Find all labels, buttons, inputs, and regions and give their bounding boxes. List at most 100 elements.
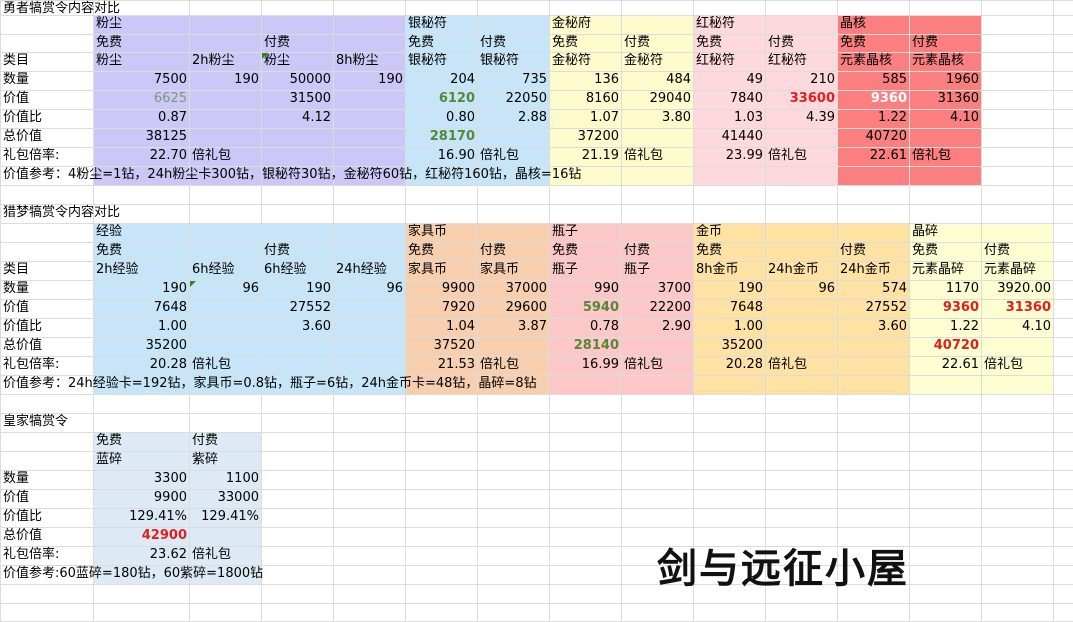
item-label: 银秘符 [408, 53, 448, 68]
item-label: 元素晶碎 [912, 262, 965, 277]
total-value: 28140 [573, 338, 619, 353]
multiplier-unit: 倍礼包 [480, 148, 520, 163]
free-label: 免费 [96, 243, 123, 258]
multiplier-unit: 倍礼包 [624, 148, 664, 163]
section1-title: 勇者犒赏令内容对比 [3, 1, 121, 16]
row-label: 价值比 [3, 319, 43, 334]
total-value: 40720 [933, 338, 979, 353]
multiplier-unit: 倍礼包 [768, 357, 808, 372]
item-label: 8h金币 [696, 262, 739, 277]
total-value: 35200 [145, 338, 187, 353]
section2-coin-bg [693, 223, 909, 394]
item-label: 红秘符 [696, 53, 736, 68]
group-label: 红秘符 [696, 16, 736, 31]
value-cell: 31360 [1005, 300, 1051, 315]
qty-value: 1960 [945, 72, 979, 87]
item-label: 6h经验 [264, 262, 307, 277]
value-cell: 9360 [942, 300, 979, 315]
ratio-value: 1.07 [590, 110, 619, 125]
qty-value: 49 [746, 72, 763, 87]
qty-value: 7500 [153, 72, 187, 87]
free-label: 免费 [552, 35, 579, 50]
row-label: 类目 [3, 262, 30, 277]
item-label: 元素晶核 [912, 53, 965, 68]
ratio-value: 4.39 [806, 110, 835, 125]
group-label: 晶核 [840, 16, 867, 31]
value-cell: 6120 [438, 91, 475, 106]
group-label: 晶碎 [912, 224, 939, 239]
free-label: 免费 [552, 243, 579, 258]
value-cell: 27552 [289, 300, 331, 315]
multiplier-value: 20.28 [149, 357, 187, 372]
row-label: 总价值 [3, 338, 43, 353]
qty-value: 585 [882, 72, 907, 87]
qty-value: 3920.00 [997, 281, 1051, 296]
value-cell: 31500 [289, 91, 331, 106]
row-label: 数量 [3, 72, 30, 87]
total-value: 37520 [433, 338, 475, 353]
multiplier-unit: 倍礼包 [192, 357, 232, 372]
multiplier-unit: 倍礼包 [912, 148, 952, 163]
total-value: 41440 [721, 129, 763, 144]
row-label: 价值 [3, 300, 30, 315]
value-cell: 5940 [582, 300, 619, 315]
qty-value: 210 [810, 72, 835, 87]
qty-value: 1170 [945, 281, 979, 296]
watermark-title: 剑与远征小屋 [657, 546, 909, 592]
multiplier-unit: 倍礼包 [768, 148, 808, 163]
value-cell: 9360 [870, 91, 907, 106]
item-label: 家具币 [408, 262, 448, 277]
value-cell: 6625 [153, 91, 187, 106]
paid-label: 付费 [912, 35, 939, 50]
paid-label: 付费 [624, 243, 651, 258]
ratio-value: 4.10 [1022, 319, 1051, 334]
ratio-value: 1.00 [158, 319, 187, 334]
total-value: 40720 [865, 129, 907, 144]
row-label: 礼包倍率: [3, 357, 60, 372]
ratio-value: 1.22 [950, 319, 979, 334]
row-label: 类目 [3, 53, 30, 68]
multiplier-unit: 倍礼包 [192, 547, 232, 562]
multiplier-value: 21.19 [581, 148, 619, 163]
qty-value: 96 [242, 281, 259, 296]
value-note: 价值参考：24h经验卡=192钻，家具币=0.8钻，瓶子=6钻，24h金币卡=4… [3, 376, 537, 391]
row-label: 礼包倍率: [3, 148, 60, 163]
row-label: 数量 [3, 471, 30, 486]
qty-value: 190 [738, 281, 763, 296]
comment-marker [190, 281, 196, 287]
item-label: 元素晶核 [840, 53, 893, 68]
value-cell: 29040 [649, 91, 691, 106]
qty-value: 190 [378, 72, 403, 87]
qty-value: 484 [666, 72, 691, 87]
multiplier-value: 20.28 [725, 357, 763, 372]
group-label: 粉尘 [96, 16, 123, 31]
paid-label: 付费 [624, 35, 651, 50]
item-label: 家具币 [480, 262, 520, 277]
item-label: 紫碎 [192, 452, 219, 467]
ratio-value: 2.88 [518, 110, 547, 125]
ratio-value: 0.87 [158, 110, 187, 125]
item-label: 粉尘 [96, 53, 123, 68]
value-cell: 29600 [505, 300, 547, 315]
ratio-value: 3.60 [302, 319, 331, 334]
free-label: 免费 [96, 35, 123, 50]
item-label: 8h粉尘 [336, 53, 379, 68]
value-cell: 22200 [649, 300, 691, 315]
section3-title: 皇家犒赏令 [3, 414, 69, 429]
qty-value: 3700 [657, 281, 691, 296]
group-label: 金秘府 [552, 16, 592, 31]
total-value: 38125 [145, 129, 187, 144]
multiplier-value: 22.61 [869, 148, 907, 163]
item-label: 2h经验 [96, 262, 139, 277]
value-cell: 7648 [729, 300, 763, 315]
multiplier-unit: 倍礼包 [480, 357, 520, 372]
item-label: 银秘符 [480, 53, 520, 68]
value-cell: 22050 [505, 91, 547, 106]
qty-value: 96 [386, 281, 403, 296]
comment-marker [262, 53, 268, 59]
qty-value: 9900 [441, 281, 475, 296]
row-label: 数量 [3, 281, 30, 296]
item-label: 瓶子 [552, 262, 579, 277]
section2-title: 猎梦犒赏令内容对比 [3, 205, 121, 220]
ratio-value: 129.41% [129, 509, 187, 524]
